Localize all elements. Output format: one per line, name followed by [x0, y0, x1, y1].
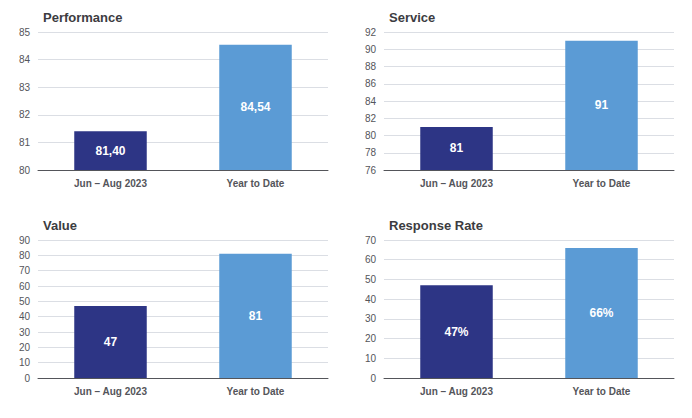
- svg-text:10: 10: [365, 353, 377, 364]
- svg-text:81,40: 81,40: [95, 144, 125, 158]
- svg-text:Jun – Aug 2023: Jun – Aug 2023: [420, 386, 493, 397]
- svg-text:10: 10: [19, 357, 31, 368]
- svg-text:20: 20: [19, 342, 31, 353]
- svg-text:90: 90: [365, 44, 377, 55]
- svg-text:Jun – Aug 2023: Jun – Aug 2023: [420, 178, 493, 189]
- svg-text:85: 85: [19, 27, 31, 38]
- svg-text:90: 90: [19, 235, 31, 246]
- svg-text:82: 82: [19, 109, 31, 120]
- svg-text:Response Rate: Response Rate: [389, 218, 483, 233]
- svg-text:92: 92: [365, 27, 377, 38]
- svg-text:50: 50: [19, 296, 31, 307]
- svg-text:88: 88: [365, 61, 377, 72]
- svg-text:81: 81: [19, 137, 31, 148]
- svg-text:78: 78: [365, 147, 377, 158]
- svg-text:Jun – Aug 2023: Jun – Aug 2023: [74, 386, 147, 397]
- svg-text:40: 40: [365, 294, 377, 305]
- svg-text:82: 82: [365, 113, 377, 124]
- svg-text:Value: Value: [43, 218, 77, 233]
- svg-text:47: 47: [104, 335, 118, 349]
- svg-text:30: 30: [365, 313, 377, 324]
- svg-text:70: 70: [19, 265, 31, 276]
- svg-text:81: 81: [450, 141, 464, 155]
- svg-text:76: 76: [365, 165, 377, 176]
- svg-text:91: 91: [595, 98, 609, 112]
- svg-text:80: 80: [19, 250, 31, 261]
- svg-text:80: 80: [365, 130, 377, 141]
- svg-text:84: 84: [365, 96, 377, 107]
- svg-text:50: 50: [365, 274, 377, 285]
- svg-text:Year to Date: Year to Date: [573, 178, 631, 189]
- svg-text:86: 86: [365, 78, 377, 89]
- svg-text:84,54: 84,54: [240, 100, 270, 114]
- svg-text:70: 70: [365, 235, 377, 246]
- svg-text:83: 83: [19, 82, 31, 93]
- svg-text:Performance: Performance: [43, 10, 122, 25]
- svg-text:60: 60: [19, 281, 31, 292]
- svg-text:Year to Date: Year to Date: [227, 178, 285, 189]
- svg-text:0: 0: [370, 373, 376, 384]
- svg-text:80: 80: [19, 165, 31, 176]
- svg-text:84: 84: [19, 54, 31, 65]
- svg-text:Service: Service: [389, 10, 435, 25]
- svg-text:Jun – Aug 2023: Jun – Aug 2023: [74, 178, 147, 189]
- svg-text:81: 81: [249, 309, 263, 323]
- svg-text:Year to Date: Year to Date: [227, 386, 285, 397]
- svg-text:0: 0: [24, 373, 30, 384]
- svg-text:20: 20: [365, 333, 377, 344]
- svg-text:30: 30: [19, 327, 31, 338]
- svg-text:47%: 47%: [444, 325, 468, 339]
- svg-text:Year to Date: Year to Date: [573, 386, 631, 397]
- svg-text:60: 60: [365, 254, 377, 265]
- svg-text:40: 40: [19, 311, 31, 322]
- svg-text:66%: 66%: [589, 306, 613, 320]
